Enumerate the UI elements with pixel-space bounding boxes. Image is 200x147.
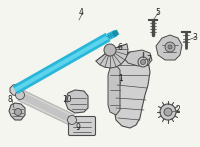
Circle shape (16, 91, 24, 100)
FancyBboxPatch shape (68, 117, 96, 136)
Polygon shape (9, 103, 25, 120)
Circle shape (140, 60, 146, 65)
Polygon shape (124, 50, 152, 66)
Text: 10: 10 (62, 95, 72, 103)
Text: 1: 1 (118, 74, 123, 82)
Circle shape (138, 57, 148, 67)
Text: 8: 8 (8, 95, 13, 103)
Text: 6: 6 (118, 42, 123, 51)
Circle shape (165, 42, 175, 52)
Text: 9: 9 (75, 123, 80, 132)
Circle shape (104, 44, 116, 56)
Circle shape (160, 104, 176, 120)
Polygon shape (10, 84, 21, 96)
Text: 7: 7 (146, 55, 151, 64)
Polygon shape (96, 44, 128, 68)
Circle shape (68, 116, 76, 125)
Polygon shape (65, 90, 88, 113)
Circle shape (164, 108, 172, 116)
Circle shape (14, 108, 22, 116)
Polygon shape (114, 52, 150, 128)
Text: 5: 5 (155, 7, 160, 16)
Circle shape (168, 45, 172, 49)
Text: 3: 3 (192, 32, 197, 41)
Text: 2: 2 (175, 106, 180, 115)
Text: 4: 4 (79, 7, 84, 16)
Polygon shape (108, 65, 120, 115)
Polygon shape (156, 35, 182, 60)
